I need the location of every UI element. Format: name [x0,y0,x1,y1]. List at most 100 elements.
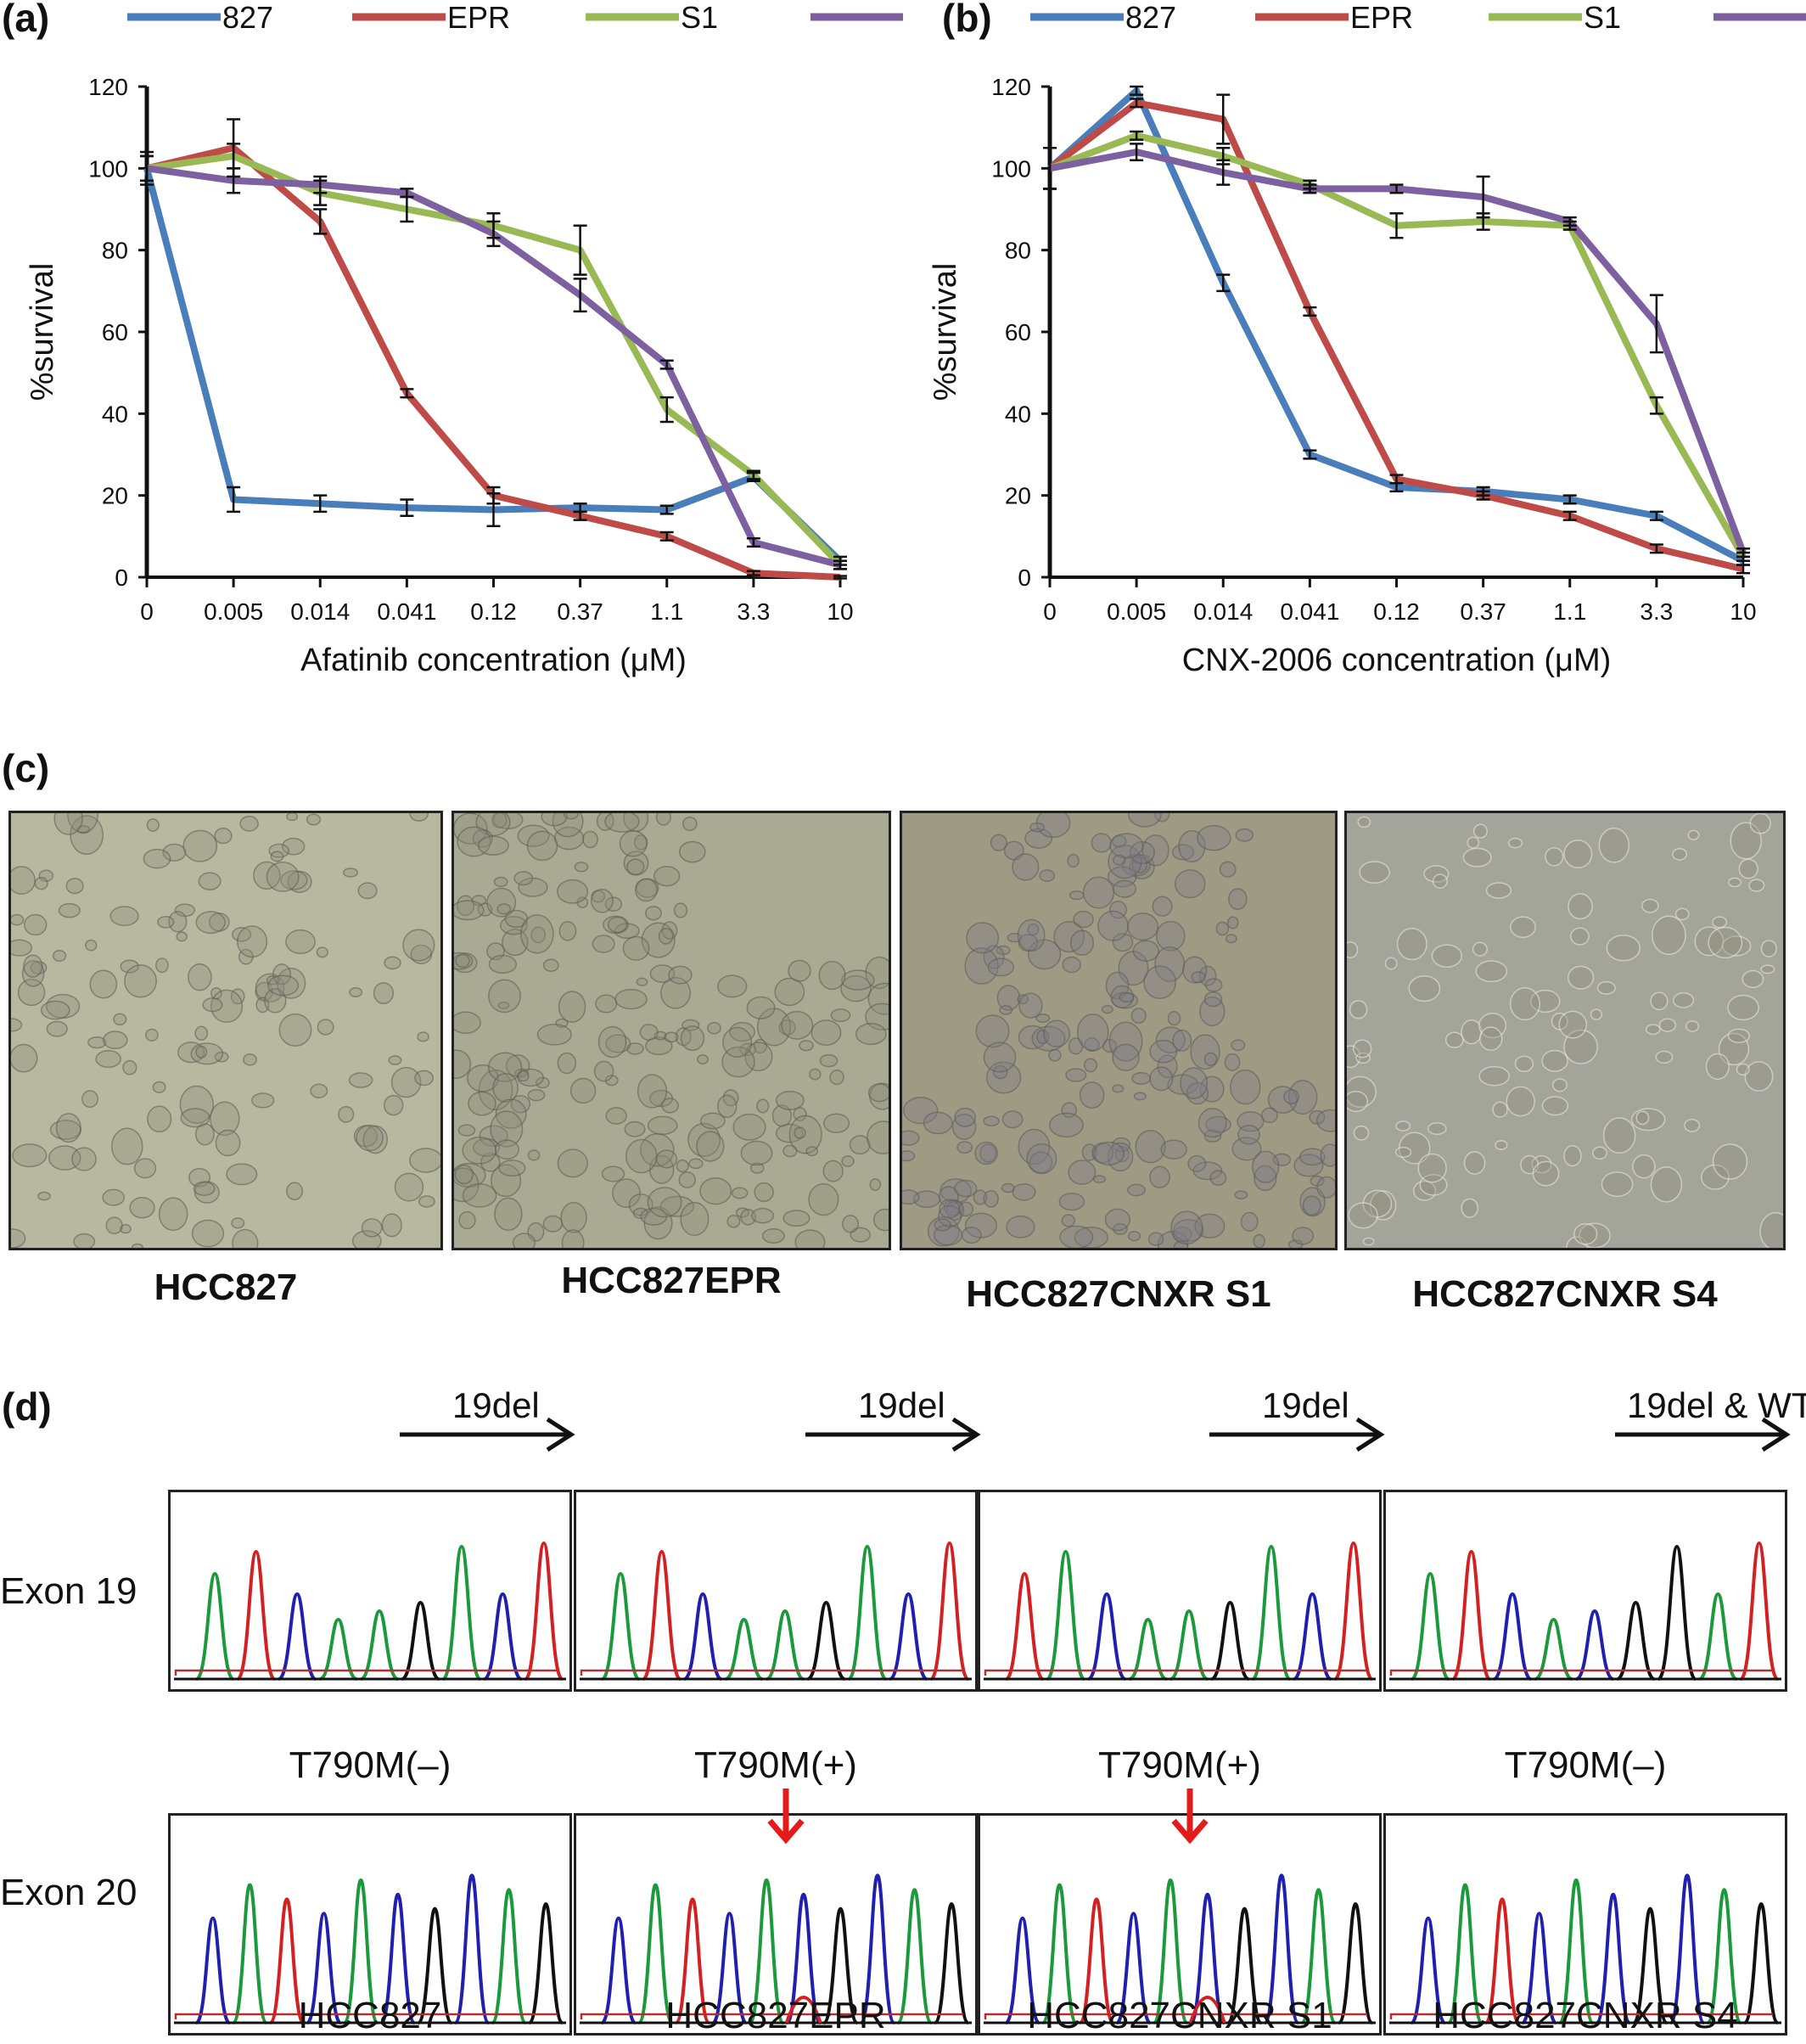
error-bar [1476,490,1490,501]
arrow-label: 19del [1262,1385,1349,1425]
exon20-chromatogram-2 [574,1813,978,2036]
exon20-label: Exon 20 [0,1872,137,1913]
error-bar [1562,510,1577,521]
trace [174,1541,566,1681]
t790m-status-4: T790M(–) [1504,1744,1667,1786]
x-tick-label: 0.005 [1107,598,1166,625]
error-bar [400,188,414,199]
cell-line-label-3: HCC827CNXR S1 [1027,1995,1332,2036]
error-bar [573,278,587,313]
error-bar [659,359,674,370]
series-line-s4 [1049,149,1747,554]
error-bar [1736,548,1750,559]
legend-entry-s1: S1 [1584,0,1621,35]
cell-texture [896,800,1344,1258]
chart-legend: 827EPRS1S4 [127,0,903,35]
x-tick-label: 3.3 [1640,598,1673,625]
arrow-label: 19del & WT [1627,1385,1806,1425]
error-bar [1736,564,1750,575]
y-tick-label: 40 [102,401,128,427]
y-tick-label: 120 [991,74,1031,100]
exon19-chromatogram-1 [168,1490,572,1692]
micrograph-caption-3: HCC827CNXR S1 [966,1273,1271,1315]
micrograph-1 [0,795,443,1258]
error-bar [573,224,587,276]
panel-label-c: (c) [2,746,50,790]
trace [984,1873,1376,2024]
legend-entry-epr: EPR [447,0,510,35]
x-tick-label: 0.12 [470,598,517,625]
y-axis-label: %survival [25,263,60,402]
error-bar [1130,98,1144,109]
error-bar [1130,85,1144,96]
exon19-label: Exon 19 [0,1570,137,1612]
micrograph-caption-2: HCC827EPR [561,1260,782,1301]
error-bar [400,388,414,399]
error-bar [833,559,847,570]
x-axis-label: CNX-2006 concentration (μM) [1182,643,1612,678]
cell-line-label-1: HCC827 [298,1995,442,2036]
x-tick-label: 0.12 [1373,598,1420,625]
y-tick-label: 60 [102,319,128,345]
x-tick-label: 0.041 [377,598,436,625]
y-tick-label: 40 [1005,401,1031,427]
exon19-chromatogram-3 [978,1490,1382,1692]
x-tick-label: 3.3 [737,598,770,625]
error-bar [227,486,241,514]
arrow-label: 19del [452,1385,540,1425]
error-bar [1476,175,1490,219]
exon19-chromatogram-2 [574,1490,978,1692]
error-bar [313,494,328,514]
legend-entry-epr: EPR [1350,0,1413,35]
error-bar [1043,147,1057,190]
mutation-arrow-4: 19del & WT [1615,1385,1806,1452]
trace [1389,1541,1781,1681]
y-tick-label: 100 [88,155,128,182]
error-bar [486,486,501,505]
arrow-label: 19del [858,1385,945,1425]
x-tick-label: 0.37 [557,598,603,625]
error-bar [573,510,587,521]
x-tick-label: 1.1 [1553,598,1586,625]
error-bar [833,575,847,580]
x-tick-label: 0 [1043,598,1057,625]
error-bar [1389,474,1404,485]
error-bar [746,469,760,480]
exon20-chromatogram-4 [1383,1813,1787,2036]
y-tick-label: 20 [102,483,128,509]
mutation-arrow-1: 19del [400,1385,575,1452]
error-bar [1649,396,1663,415]
error-bar [1389,212,1404,239]
y-tick-label: 60 [1005,319,1031,345]
cell-texture [0,795,443,1258]
error-bar [1303,183,1317,194]
cell-line-label-2: HCC827EPR [665,1995,886,2036]
trace [1389,1873,1781,2024]
panel-label-b: (b) [942,0,992,40]
exon20-chromatogram-1 [168,1813,572,2036]
t790m-status-2: T790M(+) [694,1744,857,1786]
error-bar [486,220,501,248]
x-tick-label: 10 [827,598,853,625]
y-tick-label: 120 [88,74,128,100]
panel-label-d: (d) [2,1384,52,1429]
exon20-chromatogram-3 [978,1813,1382,2036]
error-bar [1649,510,1663,521]
mutation-indicator-arrow [1171,1788,1209,1845]
y-tick-label: 80 [102,238,128,264]
error-bar [659,504,674,515]
legend-entry-827: 827 [222,0,273,35]
y-tick-label: 0 [115,564,128,591]
x-tick-label: 0.005 [204,598,263,625]
cell-line-label-4: HCC827CNXR S4 [1433,1995,1738,2036]
error-bar [140,154,154,182]
error-bar [313,208,328,235]
y-tick-label: 20 [1005,483,1031,509]
error-bar [746,536,760,548]
error-bar [1130,130,1144,141]
error-bar [746,570,760,576]
y-tick-label: 0 [1018,564,1031,591]
legend-entry-s1: S1 [681,0,718,35]
micrograph-caption-4: HCC827CNXR S4 [1412,1273,1718,1315]
x-tick-label: 0.37 [1460,598,1506,625]
